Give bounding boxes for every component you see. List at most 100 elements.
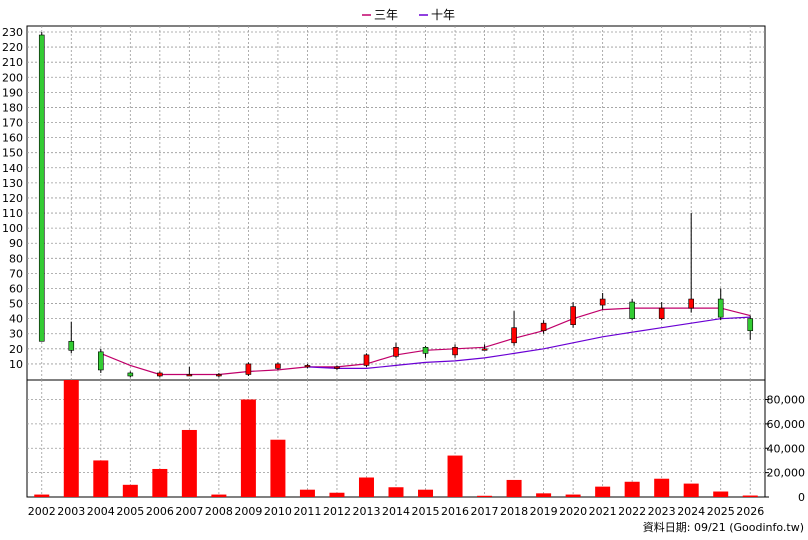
- xtick-label: 2020: [559, 505, 587, 518]
- candle-body: [98, 351, 104, 371]
- xtick-label: 2024: [677, 505, 705, 518]
- candle-body: [717, 298, 724, 318]
- xtick-label: 2010: [264, 505, 292, 518]
- volume-bar: [388, 487, 404, 497]
- xtick-label: 2021: [589, 505, 617, 518]
- price-ytick-label: 60: [9, 282, 23, 295]
- price-ytick-label: 90: [9, 237, 23, 250]
- candle-body: [334, 366, 340, 369]
- ma-line-1: [307, 316, 751, 369]
- candle-body: [658, 307, 665, 319]
- legend-label-1: 十年: [431, 8, 455, 22]
- xtick-label: 2005: [116, 505, 144, 518]
- candle-body: [688, 298, 695, 309]
- xtick-label: 2015: [412, 505, 440, 518]
- price-ytick-label: 20: [9, 343, 23, 356]
- candle-body: [304, 365, 311, 368]
- xtick-label: 2017: [471, 505, 499, 518]
- candle-body: [540, 322, 547, 332]
- volume-bar: [358, 477, 374, 497]
- xtick-label: 2022: [618, 505, 646, 518]
- volume-bar: [329, 492, 345, 497]
- volume-bar: [418, 489, 434, 497]
- volume-bar: [181, 429, 197, 497]
- xtick-label: 2002: [28, 505, 56, 518]
- volume-bar: [34, 494, 50, 497]
- candle-body: [275, 363, 281, 369]
- price-ytick-label: 230: [2, 26, 23, 39]
- candle-body: [68, 340, 75, 351]
- xtick-label: 2007: [175, 505, 203, 518]
- candle-body: [186, 374, 193, 377]
- volume-bar: [654, 478, 670, 497]
- price-ytick-label: 200: [2, 71, 23, 84]
- volume-ytick-label: 80,000: [767, 394, 806, 407]
- xtick-label: 2018: [500, 505, 528, 518]
- volume-bar: [713, 491, 729, 497]
- price-ytick-label: 130: [2, 177, 23, 190]
- xtick-label: 2019: [530, 505, 558, 518]
- volume-bar: [595, 486, 611, 497]
- price-ytick-label: 190: [2, 86, 23, 99]
- volume-bar: [93, 460, 109, 497]
- xtick-label: 2016: [441, 505, 469, 518]
- volume-ytick-label: 40,000: [767, 442, 806, 455]
- volume-bar: [122, 484, 138, 497]
- candle-body: [747, 318, 754, 332]
- xtick-label: 2008: [205, 505, 233, 518]
- volume-bar: [211, 494, 227, 497]
- candle-body: [216, 374, 222, 377]
- volume-bar: [565, 494, 581, 497]
- xtick-label: 2014: [382, 505, 410, 518]
- volume-ytick-label: 20,000: [767, 467, 806, 480]
- candle-body: [127, 372, 134, 377]
- xtick-label: 2004: [87, 505, 115, 518]
- volume-bar: [536, 493, 552, 497]
- legend-label-0: 三年: [374, 8, 398, 22]
- xtick-label: 2026: [736, 505, 764, 518]
- volume-ytick-label: 60,000: [767, 418, 806, 431]
- price-ytick-label: 140: [2, 162, 23, 175]
- volume-bar: [683, 483, 699, 497]
- volume-bar: [506, 479, 522, 497]
- candle-body: [393, 347, 399, 357]
- price-ytick-label: 70: [9, 267, 23, 280]
- candle-body: [629, 301, 635, 319]
- xtick-label: 2025: [707, 505, 735, 518]
- xtick-label: 2023: [648, 505, 676, 518]
- candle-body: [38, 34, 45, 342]
- volume-bar: [742, 495, 758, 497]
- price-ytick-label: 30: [9, 328, 23, 341]
- price-ytick-label: 180: [2, 101, 23, 114]
- price-ytick-label: 120: [2, 192, 23, 205]
- candle-body: [599, 298, 606, 306]
- candle-body: [452, 347, 458, 356]
- volume-bar: [270, 439, 286, 497]
- volume-bar: [63, 380, 79, 497]
- data-date-footer: 資料日期: 09/21 (Goodinfo.tw): [643, 520, 804, 534]
- price-ytick-label: 110: [2, 207, 23, 220]
- price-ytick-label: 210: [2, 56, 23, 69]
- price-ytick-label: 80: [9, 252, 23, 265]
- volume-bar: [447, 455, 463, 497]
- xtick-label: 2003: [57, 505, 85, 518]
- xtick-label: 2012: [323, 505, 351, 518]
- candle-body: [157, 372, 163, 377]
- xtick-label: 2013: [352, 505, 380, 518]
- candle-body: [363, 354, 370, 366]
- xtick-label: 2009: [234, 505, 262, 518]
- price-ytick-label: 100: [2, 222, 23, 235]
- price-ytick-label: 170: [2, 117, 23, 130]
- price-ytick-label: 10: [9, 358, 23, 371]
- xtick-label: 2006: [146, 505, 174, 518]
- price-ytick-label: 160: [2, 132, 23, 145]
- volume-bar: [624, 481, 640, 497]
- candle-body: [422, 347, 429, 354]
- candle-body: [570, 306, 576, 325]
- price-ytick-label: 220: [2, 41, 23, 54]
- candle-body: [245, 363, 252, 375]
- price-ytick-label: 40: [9, 313, 23, 326]
- volume-bar: [477, 495, 493, 497]
- volume-bar: [299, 489, 315, 497]
